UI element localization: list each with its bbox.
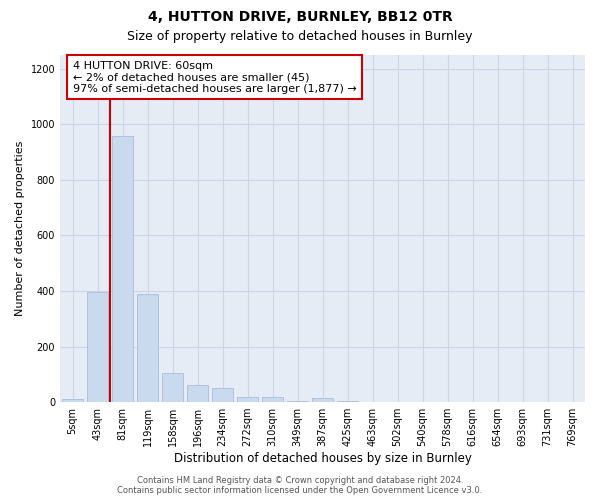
Bar xyxy=(312,398,333,402)
Bar xyxy=(212,388,233,402)
Bar xyxy=(262,397,283,402)
Bar xyxy=(187,386,208,402)
Bar xyxy=(287,400,308,402)
Text: Size of property relative to detached houses in Burnley: Size of property relative to detached ho… xyxy=(127,30,473,43)
Bar xyxy=(237,397,258,402)
Text: 4 HUTTON DRIVE: 60sqm
← 2% of detached houses are smaller (45)
97% of semi-detac: 4 HUTTON DRIVE: 60sqm ← 2% of detached h… xyxy=(73,60,356,94)
Text: 4, HUTTON DRIVE, BURNLEY, BB12 0TR: 4, HUTTON DRIVE, BURNLEY, BB12 0TR xyxy=(148,10,452,24)
X-axis label: Distribution of detached houses by size in Burnley: Distribution of detached houses by size … xyxy=(173,452,472,465)
Bar xyxy=(337,400,358,402)
Bar xyxy=(137,294,158,402)
Text: Contains HM Land Registry data © Crown copyright and database right 2024.
Contai: Contains HM Land Registry data © Crown c… xyxy=(118,476,482,495)
Bar xyxy=(87,292,108,402)
Bar xyxy=(162,373,183,402)
Bar xyxy=(112,136,133,402)
Bar xyxy=(62,400,83,402)
Y-axis label: Number of detached properties: Number of detached properties xyxy=(15,141,25,316)
